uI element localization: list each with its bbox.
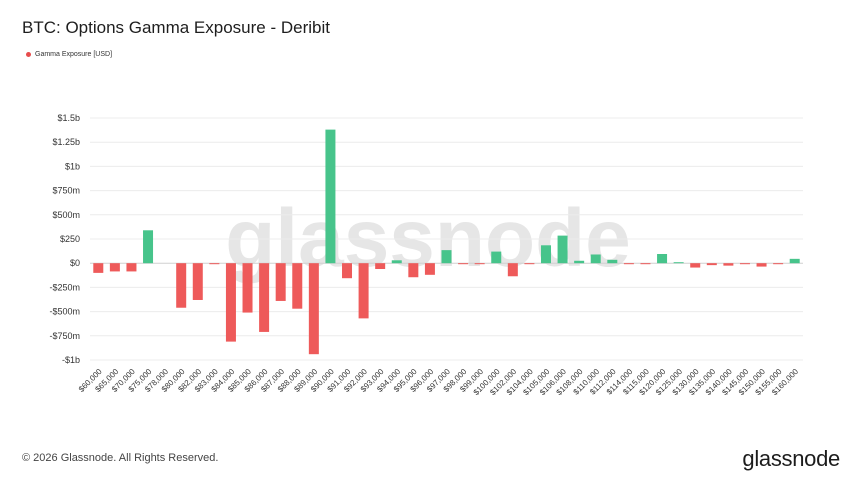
y-tick-label: $1.5b: [57, 113, 80, 123]
bar[interactable]: [723, 263, 734, 266]
bar[interactable]: [259, 263, 270, 332]
bar[interactable]: [109, 263, 120, 272]
bar[interactable]: [209, 263, 220, 265]
bar[interactable]: [640, 263, 651, 265]
bar[interactable]: [292, 263, 303, 309]
bar[interactable]: [524, 263, 535, 265]
chart-title: BTC: Options Gamma Exposure - Deribit: [22, 18, 330, 37]
bar[interactable]: [773, 263, 784, 265]
grid-lines: [90, 117, 803, 361]
legend-color-dot: [26, 52, 31, 57]
bar[interactable]: [739, 263, 750, 265]
bar[interactable]: [756, 263, 767, 267]
y-tick-label: $1b: [65, 161, 80, 171]
legend[interactable]: Gamma Exposure [USD]: [26, 51, 112, 58]
bar[interactable]: [424, 263, 435, 275]
bar[interactable]: [308, 263, 319, 355]
y-tick-label: $250: [60, 234, 80, 244]
bar[interactable]: [657, 254, 668, 264]
bar[interactable]: [706, 263, 717, 266]
gamma-exposure-chart: glassnode $1.5b$1.25b$1b$750m$500m$250$0…: [49, 113, 803, 397]
y-tick-label: $750m: [52, 186, 80, 196]
y-axis-ticks: $1.5b $1.25b $1b $750m $500m $250 $0 -$250m -$50…: [49, 113, 80, 365]
bar[interactable]: [225, 263, 236, 342]
glassnode-logo: glassnode: [742, 446, 840, 471]
bar[interactable]: [574, 260, 585, 264]
bar[interactable]: [590, 254, 601, 264]
bar[interactable]: [375, 263, 386, 270]
bar[interactable]: [673, 262, 684, 264]
x-axis-ticks: $60,000$65,000$70,000$75,000$78,000$80,0…: [77, 367, 801, 397]
copyright-text: © 2026 Glassnode. All Rights Reserved.: [22, 452, 219, 464]
y-tick-label: $0: [70, 258, 80, 268]
y-tick-label: -$1b: [62, 355, 80, 365]
bar[interactable]: [242, 263, 253, 313]
bar[interactable]: [690, 263, 701, 268]
bar[interactable]: [458, 263, 469, 265]
bar[interactable]: [325, 129, 336, 264]
bar[interactable]: [342, 263, 353, 279]
bar[interactable]: [358, 263, 369, 319]
bar[interactable]: [491, 251, 502, 264]
bar[interactable]: [623, 263, 634, 265]
bar[interactable]: [408, 263, 419, 278]
bar[interactable]: [192, 263, 203, 300]
bar[interactable]: [607, 259, 618, 264]
bar[interactable]: [176, 263, 187, 308]
bar[interactable]: [441, 250, 452, 264]
bar[interactable]: [93, 263, 104, 273]
bar[interactable]: [507, 263, 518, 277]
bar[interactable]: [391, 260, 402, 264]
bar-series: [93, 129, 800, 355]
bar[interactable]: [275, 263, 286, 301]
bar[interactable]: [126, 263, 137, 272]
bar[interactable]: [474, 263, 485, 265]
y-tick-label: $1.25b: [52, 137, 80, 147]
bar[interactable]: [789, 258, 800, 264]
legend-label: Gamma Exposure [USD]: [35, 51, 113, 58]
y-tick-label: $500m: [52, 210, 80, 220]
y-tick-label: -$250m: [49, 282, 80, 292]
bar[interactable]: [540, 245, 551, 264]
bar[interactable]: [557, 235, 568, 264]
y-tick-label: -$750m: [49, 331, 80, 341]
y-tick-label: -$500m: [49, 307, 80, 317]
bar[interactable]: [143, 230, 154, 264]
